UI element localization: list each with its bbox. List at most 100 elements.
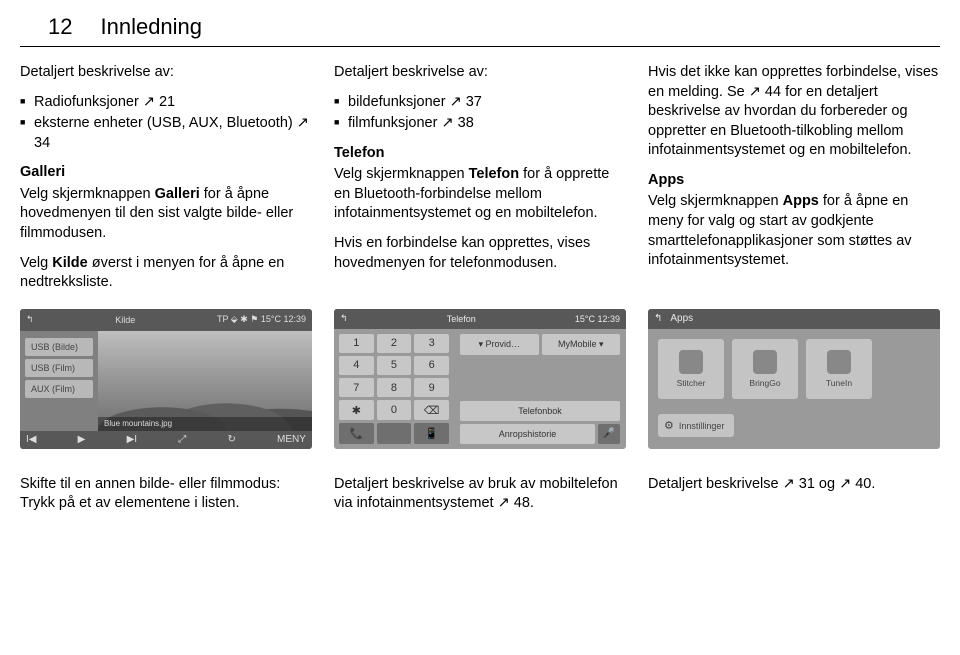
app-label: Stitcher xyxy=(677,378,706,388)
provider-button[interactable]: ▾ Provid… xyxy=(460,334,539,355)
settings-button[interactable]: ⚙ Innstillinger xyxy=(658,414,734,437)
list-item: eksterne enheter (USB, AUX, Bluetooth) ↗… xyxy=(20,114,312,153)
app-icon xyxy=(753,350,777,374)
text-bold: Kilde xyxy=(52,255,87,271)
telefon-right-panel: ▾ Provid… MyMobile ▾ Telefonbok Anropshi… xyxy=(454,329,626,449)
screenshot-row: ↰ Kilde TP ⬙ ✱ ⚑ 15°C 12:39 USB (Bilde) … xyxy=(0,303,960,449)
menu-label[interactable]: MENY xyxy=(277,434,306,445)
text: Velg xyxy=(20,255,52,271)
bottom-col-2: Detaljert beskrivelse av bruk av mobilte… xyxy=(334,475,626,514)
column-2: Detaljert beskrivelse av: bildefunksjone… xyxy=(334,63,626,303)
bottom-col-1: Skifte til en annen bilde- eller filmmod… xyxy=(20,475,312,514)
list-item[interactable]: USB (Bilde) xyxy=(25,338,93,356)
prev-icon[interactable]: I◀ xyxy=(26,434,36,445)
settings-label: Innstillinger xyxy=(679,421,725,431)
text-bold: Galleri xyxy=(155,186,200,202)
keypad-key[interactable]: 4 xyxy=(339,356,374,375)
app-tile[interactable]: BringGo xyxy=(732,339,798,399)
galleri-heading: Galleri xyxy=(20,163,312,183)
telefon-title: Telefon xyxy=(447,314,476,324)
backspace-icon[interactable]: ⌫ xyxy=(414,400,449,420)
apps-title: Apps xyxy=(670,313,693,324)
column-3: Hvis det ikke kan opprettes forbindelse,… xyxy=(648,63,940,303)
apps-block: Apps Velg skjermknappen Apps for å åpne … xyxy=(648,171,940,271)
callhistory-button[interactable]: Anropshistorie xyxy=(460,424,595,444)
bottom-col-3: Detaljert beskrivelse ↗ 31 og ↗ 40. xyxy=(648,475,940,514)
telefon-screenshot: ↰ Telefon 15°C 12:39 1 2 3 4 5 6 7 8 9 ✱… xyxy=(334,309,626,449)
kilde-screenshot: ↰ Kilde TP ⬙ ✱ ⚑ 15°C 12:39 USB (Bilde) … xyxy=(20,309,312,449)
keypad-key[interactable]: ✱ xyxy=(339,400,374,420)
app-tile[interactable]: Stitcher xyxy=(658,339,724,399)
app-label: TuneIn xyxy=(826,378,852,388)
col3-p1: Hvis det ikke kan opprettes forbindelse,… xyxy=(648,63,940,161)
call-icon[interactable]: 📞 xyxy=(339,423,374,443)
play-icon[interactable]: ▶ xyxy=(78,434,86,445)
kilde-caption: Blue mountains.jpg xyxy=(98,417,312,431)
kilde-source-list: USB (Bilde) USB (Film) AUX (Film) xyxy=(20,331,98,431)
telefon-status: 15°C 12:39 xyxy=(575,314,620,324)
telefon-block: Telefon Velg skjermknappen Telefon for å… xyxy=(334,144,626,224)
text: Velg skjermknappen xyxy=(648,193,783,209)
mymobile-button[interactable]: MyMobile ▾ xyxy=(542,334,621,355)
galleri-block: Galleri Velg skjermknappen Galleri for å… xyxy=(20,163,312,243)
telefon-provider-row: ▾ Provid… MyMobile ▾ xyxy=(460,334,620,355)
app-icon xyxy=(679,350,703,374)
text-columns: Detaljert beskrivelse av: Radiofunksjone… xyxy=(0,63,960,303)
keypad-key[interactable]: 7 xyxy=(339,378,374,397)
keypad-key[interactable] xyxy=(377,423,412,443)
galleri-p2: Velg Kilde øverst i menyen for å åpne en… xyxy=(20,254,312,293)
list-item[interactable]: AUX (Film) xyxy=(25,380,93,398)
keypad-key[interactable]: 1 xyxy=(339,334,374,353)
apps-heading: Apps xyxy=(648,171,940,191)
kilde-topbar: ↰ Kilde TP ⬙ ✱ ⚑ 15°C 12:39 xyxy=(20,309,312,331)
mic-icon[interactable]: 🎤 xyxy=(598,424,620,444)
telefon-body: 1 2 3 4 5 6 7 8 9 ✱ 0 ⌫ 📞 📱 xyxy=(334,329,626,449)
list-item[interactable]: USB (Film) xyxy=(25,359,93,377)
keypad-key[interactable]: 3 xyxy=(414,334,449,353)
telefon-keypad: 1 2 3 4 5 6 7 8 9 ✱ 0 ⌫ 📞 📱 xyxy=(334,329,454,449)
list-item: Radiofunksjoner ↗ 21 xyxy=(20,93,312,113)
telefon-p2: Hvis en forbindelse kan opprettes, vises… xyxy=(334,234,626,273)
telefon-history-row: Anropshistorie 🎤 xyxy=(460,424,620,444)
fullscreen-icon[interactable]: ⤢ xyxy=(178,434,186,445)
back-icon[interactable]: ↰ xyxy=(654,313,662,324)
app-tile[interactable]: TuneIn xyxy=(806,339,872,399)
keypad-key[interactable]: 9 xyxy=(414,378,449,397)
apps-tiles: Stitcher BringGo TuneIn xyxy=(648,329,940,409)
text-bold: Telefon xyxy=(469,166,519,182)
kilde-body: USB (Bilde) USB (Film) AUX (Film) Blue m… xyxy=(20,331,312,431)
kilde-title: Kilde xyxy=(115,315,135,325)
keypad-key[interactable]: 0 xyxy=(377,400,412,420)
list-item: bildefunksjoner ↗ 37 xyxy=(334,93,626,113)
device-icon[interactable]: 📱 xyxy=(414,423,449,443)
kilde-screenshot-wrap: ↰ Kilde TP ⬙ ✱ ⚑ 15°C 12:39 USB (Bilde) … xyxy=(20,309,312,449)
rotate-icon[interactable]: ↻ xyxy=(227,434,235,445)
list-item: filmfunksjoner ↗ 38 xyxy=(334,114,626,134)
column-1: Detaljert beskrivelse av: Radiofunksjone… xyxy=(20,63,312,303)
apps-topbar: ↰ Apps xyxy=(648,309,940,329)
kilde-controls: I◀ ▶ ▶I ⤢ ↻ MENY xyxy=(20,431,312,449)
app-label: BringGo xyxy=(749,378,780,388)
gear-icon: ⚙ xyxy=(664,419,674,432)
page-number: 12 xyxy=(48,14,72,40)
col1-bullets: Radiofunksjoner ↗ 21 eksterne enheter (U… xyxy=(20,93,312,154)
text: Velg skjermknappen xyxy=(334,166,469,182)
telefon-screenshot-wrap: ↰ Telefon 15°C 12:39 1 2 3 4 5 6 7 8 9 ✱… xyxy=(334,309,626,449)
text: Velg skjermknappen xyxy=(20,186,155,202)
keypad-key[interactable]: 6 xyxy=(414,356,449,375)
next-icon[interactable]: ▶I xyxy=(127,434,137,445)
apps-screenshot-wrap: ↰ Apps Stitcher BringGo TuneIn xyxy=(648,309,940,449)
col2-lead: Detaljert beskrivelse av: xyxy=(334,63,626,83)
back-icon[interactable]: ↰ xyxy=(26,314,34,325)
text-bold: Apps xyxy=(783,193,819,209)
back-icon[interactable]: ↰ xyxy=(340,313,348,324)
phonebook-button[interactable]: Telefonbok xyxy=(460,401,620,421)
page-title: Innledning xyxy=(100,14,202,40)
bottom-text-row: Skifte til en annen bilde- eller filmmod… xyxy=(0,449,960,514)
telefon-topbar: ↰ Telefon 15°C 12:39 xyxy=(334,309,626,329)
col2-bullets: bildefunksjoner ↗ 37 filmfunksjoner ↗ 38 xyxy=(334,93,626,134)
keypad-key[interactable]: 5 xyxy=(377,356,412,375)
kilde-status: TP ⬙ ✱ ⚑ 15°C 12:39 xyxy=(217,314,306,325)
keypad-key[interactable]: 8 xyxy=(377,378,412,397)
keypad-key[interactable]: 2 xyxy=(377,334,412,353)
